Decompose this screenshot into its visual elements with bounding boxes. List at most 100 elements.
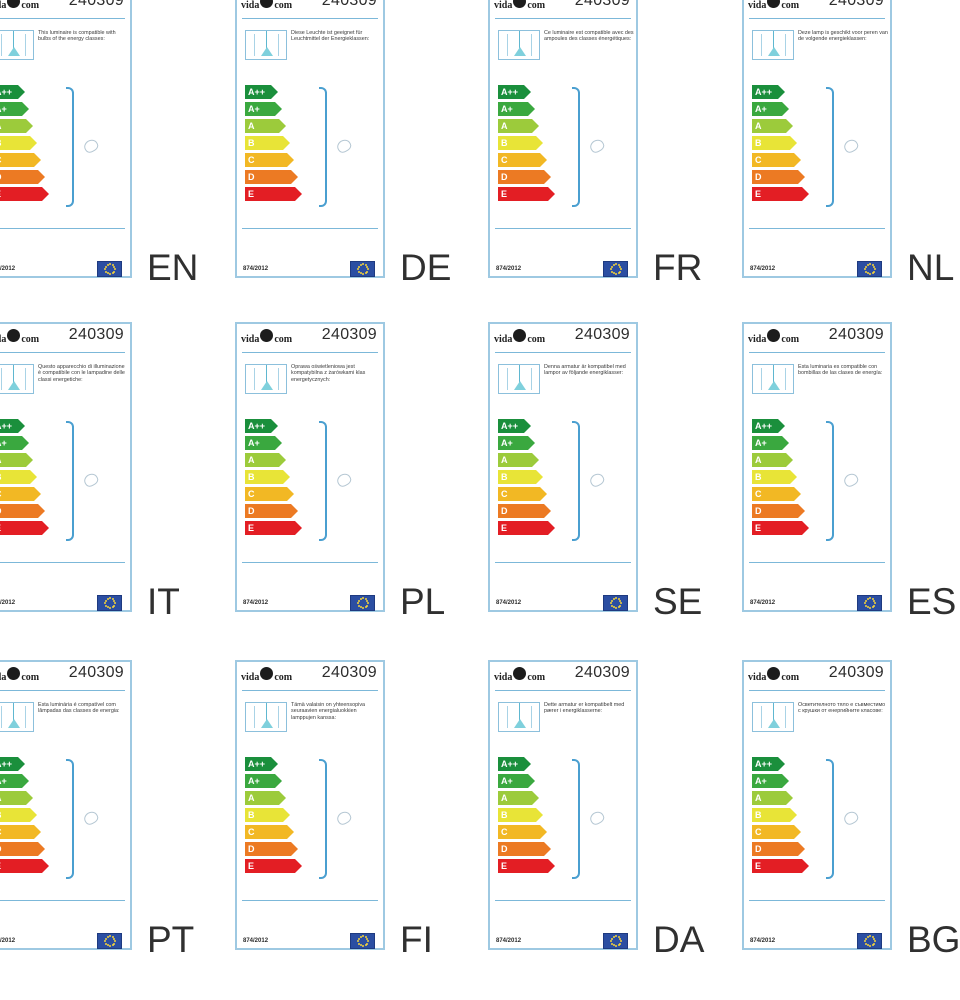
energy-label-card: vida com 240309 Denna armatur är kompatibel… [488, 322, 638, 612]
energy-class-bar-body [0, 859, 42, 873]
eu-star [864, 940, 866, 942]
eu-star [366, 937, 369, 940]
energy-class-bar-body [245, 436, 275, 450]
energy-label-card: vida com 240309 Oprawa oświetleniowa jest k… [235, 322, 385, 612]
eu-star [359, 935, 362, 938]
eu-star [113, 604, 116, 607]
eu-flag-icon [857, 933, 882, 949]
eu-star [617, 606, 620, 609]
eu-star [357, 599, 360, 602]
eu-star [864, 937, 867, 940]
energy-class-bar-body [0, 436, 22, 450]
brand-logo-right: com [527, 0, 546, 11]
energy-class-label: E [248, 523, 255, 533]
bracket-icon [826, 421, 834, 541]
light-bulb-icon [81, 137, 101, 155]
language-code: PL [400, 581, 446, 622]
brand-logo: vida com [241, 667, 292, 683]
eu-star [864, 602, 866, 604]
energy-class-label: A [248, 455, 255, 465]
energy-class-label: A [0, 792, 2, 804]
eu-star [610, 937, 613, 940]
eu-star [873, 937, 876, 940]
energy-class-label: A [248, 121, 255, 131]
light-bulb-icon [587, 809, 607, 827]
energy-class-bar-body [0, 757, 18, 771]
eu-star [366, 270, 369, 273]
eu-star [871, 935, 874, 938]
label-cell: vida com 240309 Осветителното тяло е съвмес… [742, 660, 960, 1000]
eu-star [619, 942, 622, 945]
brand-logo-right: com [274, 334, 293, 345]
energy-class-bar-body [0, 825, 34, 839]
pendant-lamp-icon [498, 364, 540, 394]
pendant-lamp-icon [498, 30, 540, 60]
eu-star [619, 604, 622, 607]
eu-flag-icon [603, 595, 628, 611]
eu-star [357, 937, 360, 940]
energy-class-bar-body [752, 153, 794, 167]
bracket-icon [826, 759, 834, 879]
eu-star [617, 944, 620, 947]
energy-class-bar-body [0, 102, 22, 116]
pendant-lamp-icon [245, 702, 287, 732]
eu-star [612, 272, 615, 275]
eu-star [874, 268, 876, 270]
lamp-shade [8, 719, 20, 728]
eu-star [109, 945, 111, 947]
pendant-lamp-icon [752, 702, 794, 732]
compatibility-text: Ce luminaire est compatible avec des amp… [544, 30, 634, 43]
energy-class-bar-arrow [794, 487, 801, 501]
bracket-icon [319, 759, 327, 879]
energy-class-bar-body [498, 187, 548, 201]
lamp-shade [768, 719, 780, 728]
energy-class-bar-body [0, 521, 42, 535]
eu-star [869, 607, 871, 609]
eu-star [610, 268, 612, 270]
energy-class-bar-arrow [536, 136, 543, 150]
eu-star [866, 263, 869, 266]
energy-class-bar-arrow [18, 419, 25, 433]
energy-class-label: A++ [248, 421, 266, 431]
divider [749, 352, 885, 353]
eu-star [106, 597, 109, 600]
label-cell: vida com 240309 Oprawa oświetleniowa jest k… [235, 322, 489, 662]
energy-class-bar-arrow [532, 791, 539, 805]
eu-star [111, 597, 114, 600]
energy-class-bar-body [752, 85, 778, 99]
divider [242, 352, 378, 353]
eu-star [357, 942, 360, 945]
eu-star [610, 270, 613, 273]
eu-star [610, 599, 613, 602]
energy-class-bar-arrow [275, 102, 282, 116]
energy-class-label: A+ [0, 776, 7, 786]
eu-star [612, 606, 615, 609]
eu-star [610, 942, 613, 945]
energy-class-bar-body [0, 504, 38, 518]
compatibility-text: Questo apparecchio di illuminazione è co… [38, 364, 125, 383]
regulation-number: 874/2012 [496, 600, 522, 606]
eu-flag-icon [97, 933, 122, 949]
bracket-icon [572, 421, 580, 541]
energy-class-label: C [0, 154, 2, 166]
eu-star [106, 272, 109, 275]
energy-class-bar-body [752, 504, 798, 518]
energy-class-bar-arrow [798, 504, 805, 518]
eu-flag-icon [350, 933, 375, 949]
energy-class-bar-body [498, 757, 524, 771]
lamp-shade [514, 47, 526, 56]
eu-star [359, 263, 362, 266]
energy-class-bar-arrow [524, 757, 531, 771]
model-number: 240309 [321, 326, 377, 343]
divider [242, 562, 378, 563]
brand-logo-left: vida [748, 672, 767, 683]
energy-class-bar-arrow [42, 859, 49, 873]
divider [0, 690, 125, 691]
energy-class-label: E [0, 860, 1, 872]
lamp-frame-line [278, 34, 279, 56]
energy-class-label: B [501, 472, 508, 482]
lamp-frame-line [761, 706, 762, 728]
eu-star [364, 944, 367, 947]
eu-flag-icon [857, 595, 882, 611]
energy-class-label: A+ [501, 438, 513, 448]
